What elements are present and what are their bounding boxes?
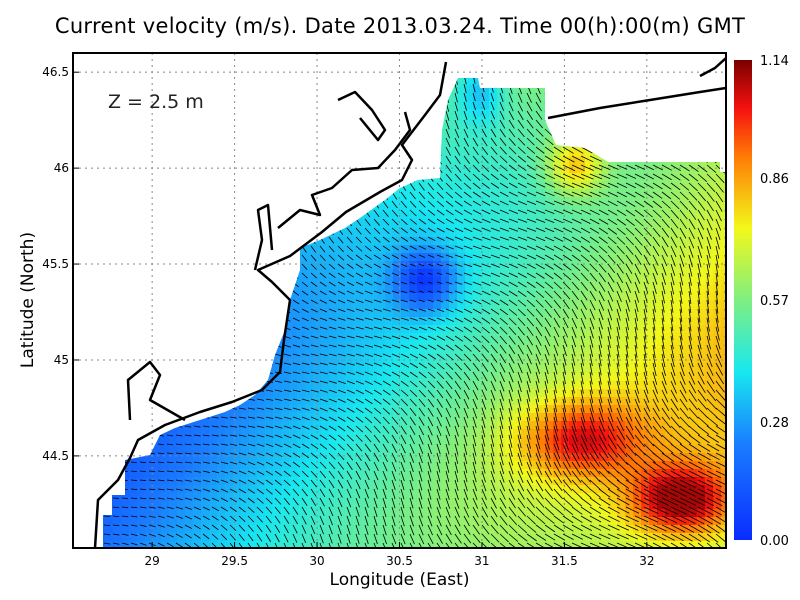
colorbar (734, 60, 752, 540)
x-tick-label: 29 (145, 554, 160, 568)
coastline-segment (699, 57, 726, 78)
y-tick-label: 46.5 (42, 65, 69, 79)
colorbar-tick-label: 0.28 (760, 416, 789, 431)
x-tick-label: 29.5 (221, 554, 248, 568)
y-tick-label: 45.5 (42, 257, 69, 271)
x-tick-label: 31 (474, 554, 489, 568)
coastline-segment (337, 90, 387, 142)
x-tick-label: 30 (309, 554, 324, 568)
coastline-segment (126, 360, 186, 422)
x-axis-label: Longitude (East) (329, 570, 470, 590)
colorbar-tick-label: 0.86 (760, 172, 789, 187)
depth-label: Z = 2.5 m (108, 91, 204, 113)
colorbar-tick-label: 0.57 (760, 294, 789, 309)
axis-ticks: 29 29.5 30 30.5 31 31.5 32 44.5 45 45.5 46 46.5 (42, 65, 654, 568)
colorbar-tick-label: 0.00 (760, 534, 789, 549)
plot-title: Current velocity (m/s). Date 2013.03.24.… (54, 14, 746, 38)
x-tick-label: 30.5 (386, 554, 413, 568)
x-tick-label: 31.5 (551, 554, 578, 568)
y-axis-label: Latitude (North) (18, 231, 38, 369)
coastline-segment (253, 203, 274, 271)
colorbar-tick-label: 1.14 (760, 54, 789, 69)
y-tick-label: 44.5 (42, 449, 69, 463)
y-tick-label: 45 (54, 353, 69, 367)
coastline-segment (277, 111, 412, 229)
coastline-segment (93, 61, 448, 548)
y-tick-label: 46 (54, 161, 69, 175)
colorbar-ticks: 0.00 0.28 0.57 0.86 1.14 (760, 54, 789, 549)
coastline (93, 57, 726, 548)
coastline-segment (547, 86, 726, 120)
x-tick-label: 32 (639, 554, 654, 568)
